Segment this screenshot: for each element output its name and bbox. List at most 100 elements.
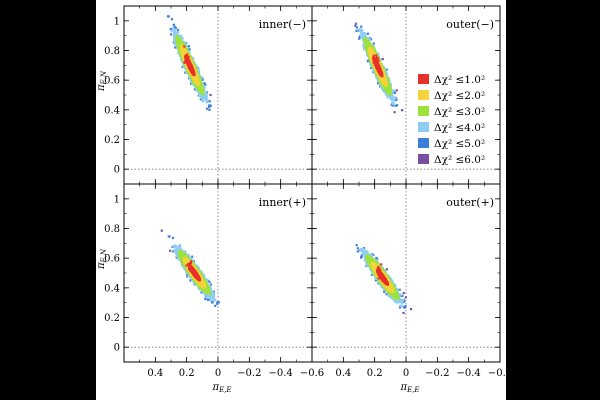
data-point bbox=[181, 37, 184, 40]
data-point bbox=[186, 46, 189, 50]
data-point bbox=[382, 85, 385, 88]
data-point bbox=[390, 98, 393, 101]
figure: 0 0.2 0.4 0.6 0.8 1 inner(−) πE,N outer(−) Δχ² ≤1… bbox=[96, 0, 506, 400]
data-point bbox=[360, 25, 363, 28]
data-point bbox=[181, 52, 184, 56]
data-point bbox=[181, 41, 184, 44]
data-point bbox=[205, 95, 208, 98]
data-point bbox=[198, 87, 201, 91]
data-point bbox=[366, 49, 369, 52]
data-point bbox=[176, 28, 180, 32]
best-fit-point bbox=[375, 54, 378, 57]
data-point bbox=[177, 51, 180, 55]
data-point bbox=[180, 47, 183, 50]
data-point bbox=[381, 75, 384, 78]
data-point bbox=[198, 72, 201, 75]
data-point bbox=[179, 57, 183, 60]
data-point bbox=[380, 87, 384, 90]
data-point bbox=[201, 93, 204, 96]
data-point bbox=[377, 69, 380, 73]
best-fit-point bbox=[372, 54, 375, 57]
data-point bbox=[177, 36, 180, 39]
data-point bbox=[369, 42, 372, 45]
data-point bbox=[358, 29, 361, 33]
best-fit-point bbox=[376, 60, 379, 63]
data-point bbox=[200, 83, 204, 87]
data-point bbox=[377, 82, 380, 85]
best-fit-point bbox=[375, 56, 378, 60]
data-point bbox=[374, 76, 378, 79]
data-point bbox=[363, 35, 367, 38]
data-point bbox=[386, 86, 389, 89]
data-point bbox=[183, 52, 186, 55]
data-point bbox=[188, 48, 191, 51]
data-point bbox=[187, 64, 190, 67]
data-point bbox=[201, 82, 204, 85]
data-point bbox=[179, 42, 182, 45]
data-point bbox=[178, 40, 182, 43]
data-point bbox=[375, 52, 378, 56]
data-point bbox=[200, 87, 203, 90]
data-point bbox=[174, 27, 177, 30]
data-point bbox=[386, 85, 389, 88]
data-point bbox=[364, 41, 368, 44]
data-point bbox=[199, 75, 203, 78]
data-point bbox=[174, 33, 177, 37]
data-point bbox=[396, 104, 399, 107]
data-point bbox=[196, 79, 199, 82]
data-point bbox=[198, 85, 201, 88]
data-point bbox=[368, 46, 372, 49]
data-point bbox=[361, 36, 364, 39]
data-point bbox=[359, 34, 363, 37]
best-fit-point bbox=[183, 61, 186, 64]
data-point bbox=[170, 18, 174, 21]
data-point bbox=[195, 80, 198, 84]
data-point bbox=[200, 91, 203, 94]
data-point bbox=[196, 65, 199, 69]
data-point bbox=[359, 28, 362, 31]
data-point bbox=[360, 31, 363, 34]
data-point bbox=[383, 89, 386, 92]
y-tick-label: 0.8 bbox=[104, 46, 120, 57]
data-point bbox=[393, 111, 396, 114]
data-point bbox=[208, 100, 211, 103]
data-point bbox=[395, 89, 398, 92]
y-tick-label: 0 bbox=[114, 165, 120, 176]
data-point bbox=[203, 85, 206, 88]
data-point bbox=[383, 87, 386, 90]
data-point bbox=[378, 75, 381, 78]
data-point bbox=[192, 73, 196, 77]
data-point bbox=[196, 77, 199, 80]
data-point bbox=[388, 92, 391, 95]
data-point bbox=[201, 95, 204, 98]
data-point bbox=[183, 57, 186, 60]
data-point bbox=[170, 29, 173, 32]
data-point bbox=[383, 78, 386, 82]
data-point bbox=[386, 77, 389, 80]
data-point bbox=[173, 30, 176, 33]
data-point bbox=[386, 94, 389, 98]
data-point bbox=[182, 56, 186, 59]
data-point bbox=[378, 62, 381, 65]
data-point bbox=[375, 70, 378, 73]
data-point bbox=[389, 95, 393, 99]
data-point bbox=[205, 91, 209, 94]
data-point bbox=[381, 70, 384, 73]
data-point bbox=[386, 96, 389, 99]
data-point bbox=[190, 67, 194, 70]
y-tick-label: 0.2 bbox=[104, 135, 120, 146]
data-point bbox=[382, 81, 385, 84]
data-point bbox=[194, 67, 198, 70]
data-point bbox=[369, 52, 372, 55]
data-point bbox=[177, 42, 181, 45]
data-point bbox=[206, 100, 209, 104]
data-point bbox=[190, 70, 193, 74]
data-point bbox=[188, 61, 191, 64]
data-point bbox=[192, 81, 195, 84]
data-point bbox=[202, 88, 205, 91]
data-point bbox=[173, 33, 176, 36]
data-point bbox=[187, 45, 191, 48]
data-point bbox=[173, 34, 176, 38]
data-point bbox=[173, 25, 176, 28]
y-tick-label: 0.6 bbox=[104, 76, 120, 87]
